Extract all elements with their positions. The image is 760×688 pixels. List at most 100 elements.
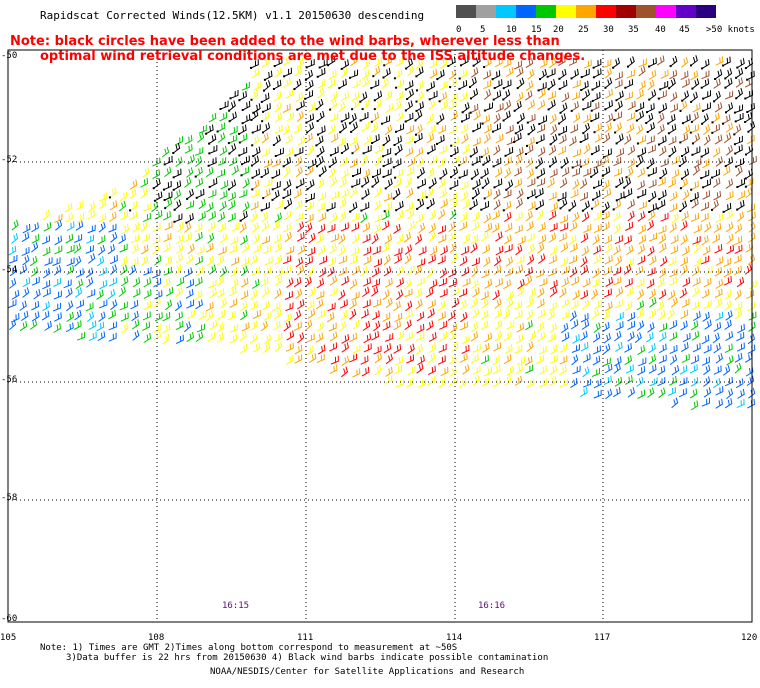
wind-barb (637, 211, 646, 222)
wind-barb (550, 202, 558, 213)
wind-barb (151, 201, 159, 213)
lon-label-117: 117 (594, 633, 611, 643)
wind-barb (590, 288, 599, 300)
wind-barb (459, 221, 468, 231)
wind-barb (31, 234, 40, 244)
wind-barb (579, 191, 588, 202)
wind-barb (194, 222, 203, 233)
contamination-dot (227, 188, 230, 191)
wind-barb (350, 121, 358, 133)
wind-barb (568, 56, 577, 66)
wind-barb (297, 264, 305, 276)
wind-barb (604, 363, 613, 374)
wind-barb (352, 79, 361, 89)
wind-barb (712, 233, 721, 244)
wind-barb (263, 266, 272, 276)
wind-barb (162, 333, 170, 345)
wind-barb (516, 188, 524, 200)
wind-barb (305, 69, 313, 81)
wind-barb (349, 278, 358, 290)
contamination-dot (450, 176, 452, 179)
wind-barb (535, 187, 544, 198)
wind-barb (240, 210, 248, 222)
wind-barb (140, 178, 149, 188)
wind-barb (712, 112, 720, 123)
wind-barb (592, 332, 601, 343)
wind-barb (703, 387, 712, 398)
wind-barb (253, 244, 262, 254)
wind-barb (363, 246, 372, 256)
wind-barb (690, 355, 699, 365)
contamination-dot (194, 175, 197, 178)
wind-barb (638, 147, 647, 157)
wind-barb (396, 330, 405, 341)
wind-barb (415, 344, 423, 355)
wind-barb (350, 55, 358, 67)
contamination-dot (527, 133, 530, 136)
wind-barb (295, 147, 304, 156)
wind-barb (405, 100, 413, 111)
wind-barb (747, 344, 756, 355)
wind-barb (285, 89, 294, 99)
wind-barb (428, 342, 437, 354)
wind-barb (614, 122, 622, 133)
wind-barb (220, 100, 229, 110)
wind-barb (548, 191, 557, 201)
wind-barb (186, 213, 194, 224)
wind-barb (75, 268, 84, 278)
wind-barb (85, 302, 94, 312)
wind-barb (715, 213, 724, 223)
wind-barb (623, 235, 632, 245)
wind-barb (351, 91, 360, 102)
wind-barb (656, 55, 665, 66)
contamination-dot (746, 111, 749, 113)
wind-barb (176, 243, 184, 254)
wind-barb (438, 378, 447, 389)
wind-barb (162, 323, 171, 334)
wind-barb (264, 256, 273, 266)
wind-barb (613, 211, 621, 222)
wind-barb (514, 178, 523, 188)
wind-barb (462, 144, 470, 155)
wind-barb (580, 330, 588, 342)
wind-barb (549, 156, 557, 167)
wind-barb (702, 190, 711, 200)
contamination-dot (681, 155, 683, 157)
contamination-dot (744, 177, 747, 180)
wind-barb (63, 279, 72, 289)
wind-barb (186, 167, 194, 178)
wind-barb (692, 133, 700, 144)
wind-barb (528, 288, 537, 299)
wind-barb (713, 190, 722, 201)
wind-barb (240, 265, 249, 277)
wind-barb (525, 80, 534, 92)
wind-barb (284, 291, 293, 300)
wind-barb (372, 168, 381, 178)
wind-barb (65, 322, 74, 333)
contamination-dot (283, 75, 286, 78)
wind-barb (724, 343, 733, 354)
wind-barb (393, 344, 402, 354)
wind-barb (659, 242, 667, 253)
wind-barb (230, 266, 238, 278)
wind-barb (151, 244, 160, 255)
wind-barb (284, 179, 292, 190)
colorbar-swatch (576, 5, 596, 18)
wind-barb (187, 309, 196, 320)
contamination-dot (604, 86, 607, 89)
wind-barb (537, 168, 546, 179)
contamination-dot (414, 141, 417, 144)
wind-barb (715, 353, 723, 364)
wind-barb (734, 362, 742, 374)
wind-barb (372, 320, 381, 332)
wind-barb (315, 233, 324, 244)
wind-barb (481, 269, 490, 279)
wind-barb (691, 301, 700, 311)
wind-barb (472, 287, 480, 298)
wind-barb (306, 122, 315, 133)
wind-barb (293, 123, 302, 134)
wind-barb (242, 100, 251, 111)
contamination-dot (327, 64, 330, 67)
contamination-dot (668, 87, 671, 90)
wind-barb (198, 211, 206, 222)
